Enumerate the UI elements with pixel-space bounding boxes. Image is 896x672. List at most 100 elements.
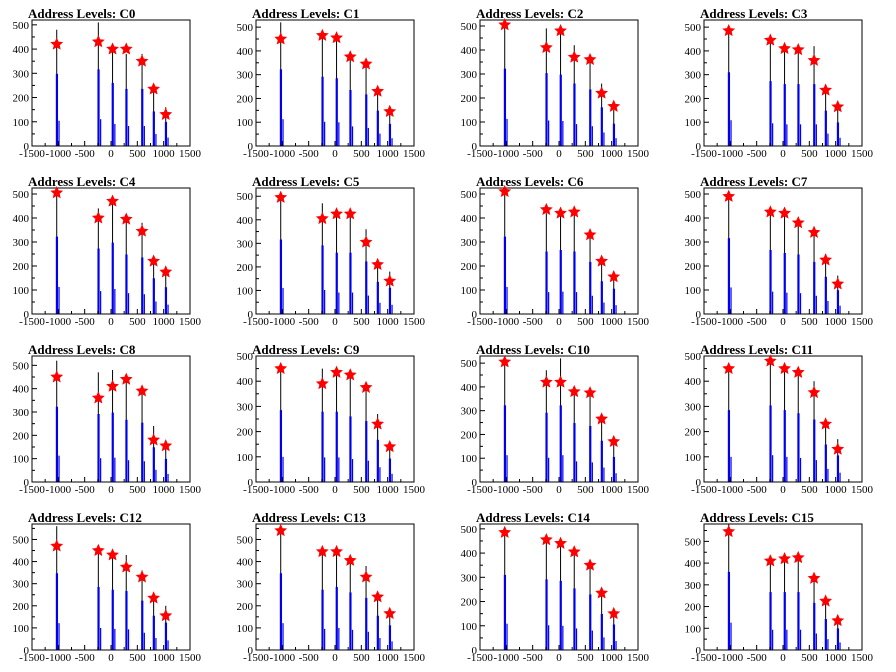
histogram-bar-shoulder: [786, 292, 788, 314]
histogram-bar: [503, 405, 507, 482]
panel-title: Address Levels: C9: [252, 342, 360, 357]
x-tick-label: -1000: [45, 148, 71, 160]
x-tick-label: 1000: [153, 316, 176, 328]
histogram-bar: [573, 588, 576, 650]
histogram-bar-shoulder: [575, 461, 578, 482]
histogram-panel: Address Levels: C3 0 100 200 300 400 500 -1500-…: [672, 0, 896, 168]
histogram-bar-shoulder: [615, 138, 617, 146]
peak-marker: [498, 525, 512, 538]
histogram-bar-shoulder: [127, 126, 130, 146]
peak-marker: [343, 50, 357, 63]
x-tick-label: 1500: [179, 484, 202, 496]
y-tick-label: 100: [685, 117, 702, 129]
histogram-bar-shoulder: [815, 633, 817, 650]
y-tick-label: 400: [237, 376, 254, 388]
histogram-plot: 0 100 200 300 400 500 -1500 -1000 -500 0 500 1000 15…: [461, 18, 650, 160]
histogram-bar: [797, 254, 800, 314]
histogram-bar-shoulder: [591, 462, 593, 482]
histogram-bar: [164, 622, 168, 650]
peak-marker: [567, 384, 581, 398]
y-tick-label: 400: [13, 557, 30, 569]
histogram-bar-shoulder: [167, 137, 169, 146]
histogram-bar-shoulder: [839, 642, 841, 650]
x-tick-label: -1500: [467, 484, 493, 496]
x-tick-label: 1500: [403, 148, 426, 160]
x-tick-label: 1000: [153, 652, 176, 664]
histogram-panel: Address Levels: C7 0 100 200 300 400 500 -1500-…: [672, 168, 896, 336]
histogram-bar-shoulder: [591, 630, 593, 650]
histogram-bar: [141, 422, 144, 482]
peak-marker: [722, 189, 736, 202]
histogram-bar: [769, 405, 772, 482]
histogram-bar: [783, 410, 786, 482]
x-tick-label: -1000: [717, 148, 743, 160]
peak-marker: [274, 361, 288, 375]
y-tick-label: 100: [685, 623, 702, 635]
histogram-bar: [349, 592, 352, 650]
histogram-panel: Address Levels: C9 0 100 200 300 400 500 -1500-…: [224, 336, 448, 504]
y-tick-label: 100: [685, 285, 702, 297]
histogram-bar: [589, 594, 592, 650]
histogram-bar-shoulder: [338, 292, 340, 314]
histogram-bar: [589, 425, 592, 482]
histogram-bar: [279, 69, 283, 146]
histogram-bar-shoulder: [575, 292, 578, 314]
y-tick-label: 200: [461, 429, 478, 441]
peak-marker: [135, 570, 149, 583]
histogram-bar: [321, 245, 324, 314]
histogram-bar-shoulder: [351, 629, 354, 650]
histogram-bar: [111, 242, 114, 314]
x-tick-label: 1500: [403, 316, 426, 328]
y-tick-label: 200: [685, 261, 702, 273]
histogram-bar: [545, 579, 548, 650]
peak-marker: [791, 42, 805, 56]
histogram-bar-shoulder: [143, 126, 145, 146]
y-tick-label: 100: [461, 453, 478, 465]
histogram-bar: [836, 122, 840, 146]
peak-marker: [106, 42, 119, 55]
x-tick-label: 1500: [851, 316, 874, 328]
histogram-panel: Address Levels: C8 0 100 200 300 400 500 -1500-…: [0, 336, 224, 504]
x-tick-label: -1000: [717, 316, 743, 328]
histogram-bar-shoulder: [351, 126, 354, 146]
y-tick-label: 300: [685, 401, 702, 413]
histogram-bar: [783, 252, 786, 314]
y-tick-label: 500: [13, 189, 30, 201]
y-tick-label: 100: [13, 117, 30, 129]
peak-marker: [539, 533, 553, 546]
histogram-bar: [559, 405, 562, 482]
x-tick-label: 0: [780, 148, 786, 160]
x-tick-label: 500: [353, 484, 370, 496]
y-tick-label: 0: [24, 645, 30, 657]
peak-marker: [607, 606, 621, 620]
peak-marker: [371, 417, 385, 430]
histogram-bar-shoulder: [827, 300, 829, 314]
histogram-bar-shoulder: [114, 123, 116, 146]
peak-marker: [554, 206, 567, 219]
histogram-bar: [321, 76, 324, 146]
histogram-bar: [111, 589, 114, 650]
histogram-bar-shoulder: [338, 627, 340, 650]
y-tick-label: 500: [237, 534, 254, 546]
histogram-bar: [279, 239, 283, 314]
histogram-bar-shoulder: [324, 457, 326, 482]
histogram-bar-shoulder: [155, 469, 157, 482]
x-tick-label: -1500: [691, 652, 717, 664]
histogram-bar-shoulder: [143, 461, 145, 482]
peak-marker: [791, 550, 805, 564]
histogram-bar: [349, 252, 352, 314]
peak-marker: [819, 594, 833, 607]
histogram-bar: [125, 591, 128, 650]
histogram-bar-shoulder: [282, 119, 284, 146]
histogram-bar: [388, 458, 392, 482]
histogram-bar-shoulder: [786, 629, 788, 650]
x-tick-label: 500: [353, 316, 370, 328]
y-tick-label: 200: [237, 93, 254, 105]
y-tick-label: 500: [461, 21, 478, 33]
histogram-bar-shoulder: [839, 137, 841, 146]
peak-marker: [831, 277, 845, 290]
y-tick-label: 200: [237, 601, 254, 613]
x-tick-label: 0: [780, 652, 786, 664]
x-tick-label: -1500: [243, 316, 269, 328]
histogram-bar-shoulder: [839, 472, 841, 482]
